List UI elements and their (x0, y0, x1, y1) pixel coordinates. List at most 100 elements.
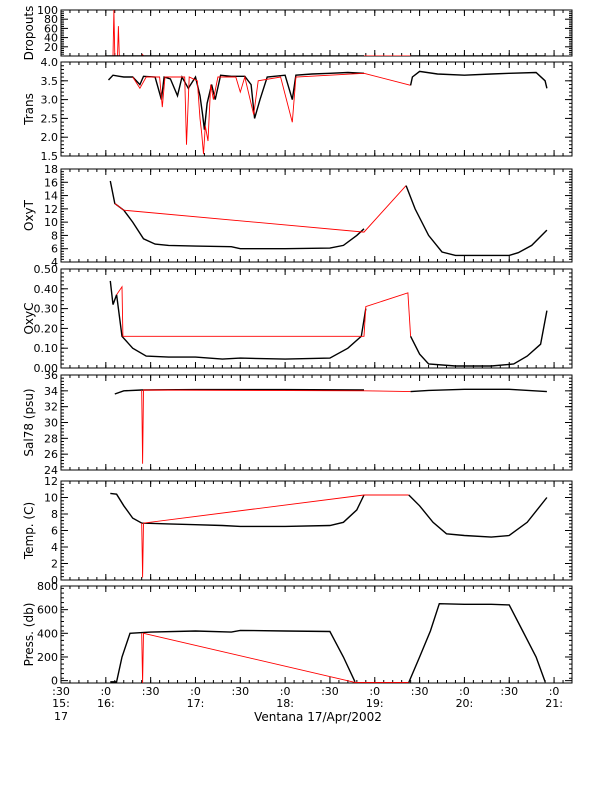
y-tick-label: 2.5 (41, 112, 59, 125)
gap-trace-temp (141, 494, 409, 578)
gap-trace-sal (141, 389, 411, 464)
series-group (107, 70, 548, 155)
y-tick-label: 0.30 (34, 303, 59, 316)
y-tick-label: 8 (51, 229, 58, 242)
panel-frame (60, 585, 573, 684)
panel-trans: 4.0 3.5 3.0 2.5 2.0 1.5 Trans (22, 56, 573, 163)
y-tick-label: 40 (44, 32, 58, 45)
ctd-trace-oxyc (109, 280, 367, 360)
panel-temp: 12 10 8 6 4 2 0 Temp. (C) (22, 475, 573, 587)
y-axis-title-dropouts: Dropouts (22, 6, 36, 61)
y-tick-label: 800 (37, 580, 58, 593)
y-tick-label: 26 (44, 448, 58, 461)
panel-frame (60, 480, 573, 581)
y-tick-label: 60 (44, 22, 58, 35)
x-tick-day-label: 17 (54, 710, 68, 723)
y-axis-title-oxyc: OxyC (22, 302, 36, 334)
ctd-trace-press (408, 602, 546, 683)
series-group (105, 10, 546, 56)
gap-trace-dropouts (105, 10, 546, 56)
x-axis: :3015:17:016::30:017::30:018::30:019::30… (52, 685, 563, 723)
panel-press: 800 600 400 200 0 Press. (db) (22, 580, 573, 688)
x-tick-hour-label: 16: (97, 697, 115, 710)
y-axis-title-press: Press. (db) (22, 603, 36, 667)
y-axis-title-trans: Trans (22, 93, 36, 126)
y-tick-label: 0 (51, 675, 58, 688)
ctd-trace-trans (107, 71, 365, 130)
y-tick-label: 24 (44, 464, 58, 477)
series-group (110, 602, 546, 683)
ctd-trace-oxyc (409, 310, 548, 367)
gap-trace-oxyt (114, 185, 407, 233)
ctd-trace-temp (110, 492, 365, 528)
x-tick-label: :30 (231, 685, 249, 698)
y-tick-label: 4.0 (41, 56, 59, 69)
x-tick-hour-label: 20: (456, 697, 474, 710)
y-tick-label: 34 (44, 385, 58, 398)
y-tick-label: 0.40 (34, 283, 59, 296)
x-tick-label: :30 (142, 685, 160, 698)
x-axis-title: Ventana 17/Apr/2002 (254, 710, 382, 724)
y-axis-title-sal: Sal78 (psu) (22, 388, 36, 456)
y-tick-label: 8 (51, 508, 58, 521)
x-tick-label: :30 (52, 685, 70, 698)
x-tick-label: :0 (369, 685, 380, 698)
y-tick-label: 18 (44, 163, 58, 176)
y-tick-label: 80 (44, 13, 58, 26)
y-tick-label: 14 (44, 190, 58, 203)
panels-layer: 10080604020Dropouts4.03.53.02.52.01.5Tra… (22, 4, 573, 688)
x-tick-label: :0 (100, 685, 111, 698)
panel-oxyc: 0.50 0.40 0.30 0.20 0.10 0.00 OxyC (22, 263, 573, 375)
y-tick-label: 2.0 (41, 131, 59, 144)
y-tick-label: 32 (44, 401, 58, 414)
x-tick-label: :0 (459, 685, 470, 698)
y-tick-label: 3.5 (41, 75, 59, 88)
gap-trace-oxyc (116, 285, 412, 337)
y-tick-label: 100 (37, 4, 58, 17)
x-tick-label: :30 (500, 685, 518, 698)
ctd-trace-sal (410, 388, 547, 393)
gap-trace-trans (132, 72, 411, 155)
y-tick-label: 0 (51, 574, 58, 587)
panel-sal: 36 34 32 30 28 26 24 Sal78 (psu) (22, 369, 573, 477)
ctd-trace-oxyt (109, 180, 365, 250)
x-tick-hour-label: 15: (52, 697, 70, 710)
panel-frame (60, 268, 573, 369)
y-tick-label: 4 (51, 256, 58, 269)
y-axis-title-temp: Temp. (C) (22, 502, 36, 560)
panel-frame (60, 61, 573, 157)
y-tick-label: 36 (44, 369, 58, 382)
ctd-trace-oxyt (405, 185, 548, 257)
y-tick-label: 20 (44, 41, 58, 54)
y-tick-label: 1.5 (41, 150, 59, 163)
x-tick-hour-label: 18: (276, 697, 294, 710)
x-tick-label: :30 (321, 685, 339, 698)
y-tick-label: 600 (37, 604, 58, 617)
y-tick-label: 28 (44, 432, 58, 445)
y-tick-label: 30 (44, 417, 58, 430)
y-tick-label: 10 (44, 216, 58, 229)
panel-frame (60, 168, 573, 263)
series-group (110, 492, 548, 578)
y-tick-label: 200 (37, 651, 58, 664)
y-tick-label: 10 (44, 492, 58, 505)
x-tick-label: :0 (280, 685, 291, 698)
y-tick-label: 12 (44, 203, 58, 216)
y-tick-label: 0.20 (34, 322, 59, 335)
y-tick-label: 4 (51, 541, 58, 554)
x-tick-label: :30 (411, 685, 429, 698)
x-tick-label: :0 (549, 685, 560, 698)
panel-frame (60, 9, 573, 57)
series-group (114, 388, 547, 464)
x-tick-hour-label: 17: (187, 697, 205, 710)
y-tick-label: 6 (51, 243, 58, 256)
y-tick-label: 16 (44, 176, 58, 189)
y-tick-label: 400 (37, 627, 58, 640)
gap-trace-press (141, 632, 409, 683)
y-tick-label: 6 (51, 525, 58, 538)
ctd-trace-trans (409, 70, 548, 89)
y-tick-label: 2 (51, 558, 58, 571)
